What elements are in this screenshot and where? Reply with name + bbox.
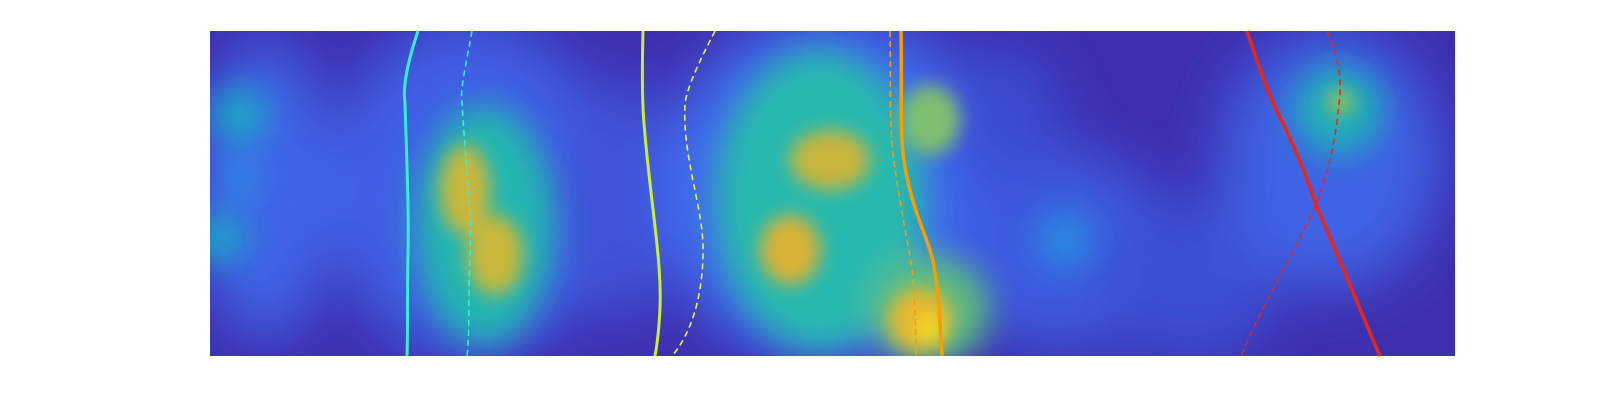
yellow-field [440, 85, 1352, 352]
red-solid-curve [1245, 30, 1382, 357]
red-dashed-curve [1240, 30, 1341, 357]
cyan-solid-curve [402, 30, 420, 357]
yellow-dashed-curve [671, 30, 716, 357]
cyan-dashed-curve [460, 30, 473, 357]
orange-dashed-curve [889, 30, 917, 357]
yellow-solid-curve [640, 30, 662, 357]
curves [402, 30, 1382, 357]
heatmap [210, 31, 1455, 356]
orange-solid-curve [899, 30, 944, 357]
